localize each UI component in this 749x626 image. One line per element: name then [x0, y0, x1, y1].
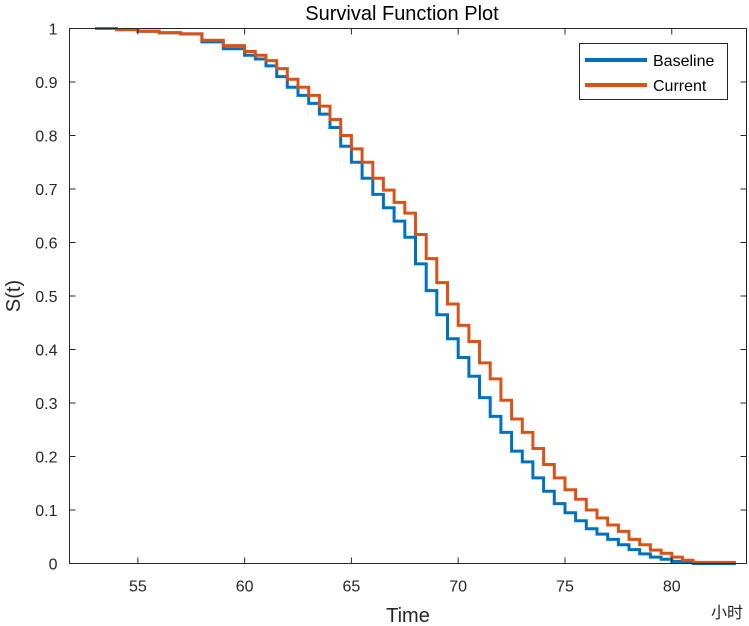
x-tick-label: 65	[343, 579, 361, 596]
x-tick-label: 80	[663, 579, 681, 596]
axes-box	[69, 28, 747, 564]
y-tick-label: 0.6	[35, 236, 57, 253]
y-axis-label: S(t)	[3, 280, 25, 312]
legend-box	[579, 43, 728, 100]
y-tick-label: 0.3	[35, 396, 57, 413]
chart-title: Survival Function Plot	[305, 3, 499, 25]
y-tick-label: 0.8	[35, 129, 57, 146]
y-axis: 0 0.1 0.2 0.3 0.4 0.5 0.6 0.7 0.8 0.9 1	[35, 22, 747, 574]
series-line-current	[95, 27, 736, 564]
series-layer	[95, 27, 736, 565]
x-axis-label: Time	[386, 605, 430, 626]
series-line-baseline	[95, 27, 736, 565]
x-tick-label: 70	[449, 579, 467, 596]
y-tick-label: 0.4	[35, 343, 57, 360]
legend: Baseline Current	[579, 43, 728, 100]
y-tick-label: 0	[49, 557, 58, 574]
y-tick-label: 1	[49, 22, 58, 39]
legend-label-baseline: Baseline	[653, 53, 714, 70]
y-tick-label: 0.1	[35, 503, 57, 520]
x-axis: 55 60 65 70 75 80	[129, 28, 681, 596]
x-tick-label: 55	[129, 579, 147, 596]
y-tick-label: 0.2	[35, 450, 57, 467]
y-tick-label: 0.5	[35, 289, 57, 306]
x-tick-label: 75	[556, 579, 574, 596]
y-tick-label: 0.7	[35, 182, 57, 199]
y-tick-label: 0.9	[35, 75, 57, 92]
x-tick-label: 60	[236, 579, 254, 596]
legend-label-current: Current	[653, 78, 707, 95]
x-unit-note: 小时	[711, 603, 743, 622]
